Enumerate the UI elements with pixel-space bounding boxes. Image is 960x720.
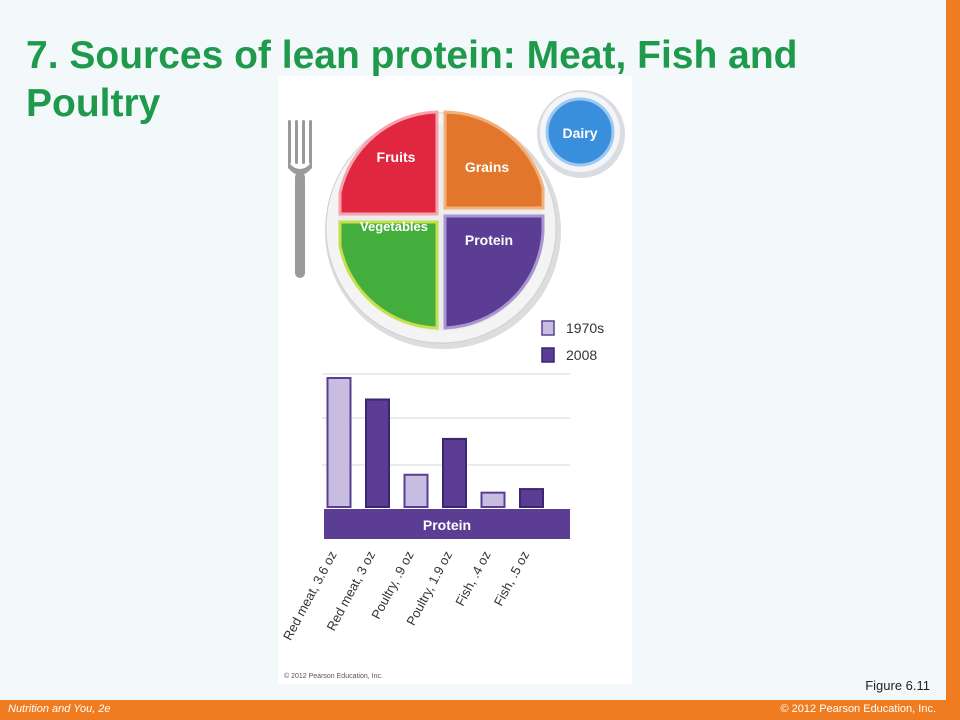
bar-2008-2: [365, 398, 390, 508]
dairy-label: Dairy: [562, 125, 597, 141]
plate-label-vegetables: Vegetables: [360, 219, 428, 234]
plate-graphic: Fruits Grains Vegetables Protein: [325, 110, 561, 349]
right-accent-bar: [946, 0, 960, 720]
bar-2008-4: [442, 437, 467, 508]
dairy-circle: Dairy: [537, 90, 625, 178]
category-label-5: Fish, .4 oz: [452, 548, 493, 608]
plate-label-protein: Protein: [465, 232, 513, 248]
slide-title: 7. Sources of lean protein: Meat, Fish a…: [26, 34, 798, 125]
legend-swatch-2008: [541, 347, 555, 363]
plate-vegetables-section: [338, 220, 439, 330]
figure-svg: Fruits Grains Vegetables Protein Dairy 1…: [280, 90, 625, 680]
bar-2008-6: [519, 488, 544, 509]
figure-caption: Figure 6.11: [865, 678, 930, 693]
legend-label-2008: 2008: [566, 347, 597, 363]
bar-1970s-1: [326, 377, 352, 508]
plate-label-fruits: Fruits: [377, 149, 416, 165]
protein-band-label: Protein: [423, 517, 471, 533]
footer-bar: Nutrition and You, 2e © 2012 Pearson Edu…: [0, 700, 946, 720]
bar-1970s-3: [403, 473, 429, 508]
protein-band: [324, 509, 570, 539]
legend-label-1970s: 1970s: [566, 320, 604, 336]
plate-protein-section: [443, 214, 545, 330]
plate-fruits-section: [338, 110, 439, 216]
chart-bars: [326, 377, 544, 509]
legend-swatch-1970s: [541, 320, 555, 336]
bar-1970s-5: [480, 491, 506, 508]
chart-legend: 1970s 2008: [541, 320, 604, 363]
footer-copyright: © 2012 Pearson Education, Inc.: [780, 703, 936, 715]
plate-grains-section: [443, 110, 545, 210]
plate-label-grains: Grains: [465, 159, 510, 175]
figure-panel: Fruits Grains Vegetables Protein Dairy 1…: [278, 76, 632, 684]
figure-copyright: © 2012 Pearson Education, Inc.: [284, 672, 383, 680]
category-label-6: Fish, .5 oz: [491, 548, 532, 608]
footer-book-title: Nutrition and You, 2e: [8, 703, 111, 715]
fork-icon: [288, 120, 312, 278]
